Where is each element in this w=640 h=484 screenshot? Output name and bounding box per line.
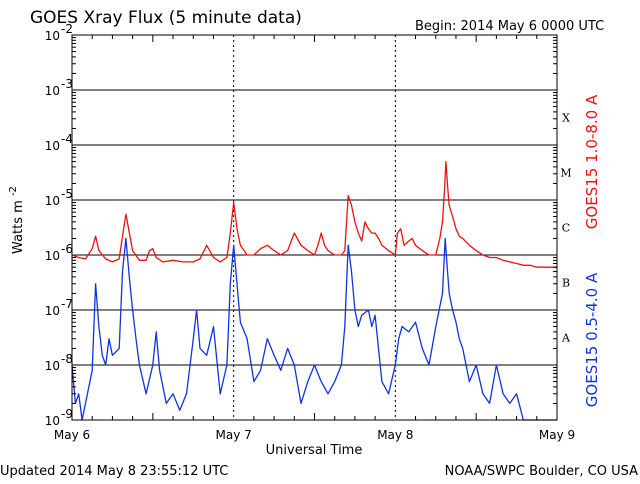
flare-class-label: X [562,112,570,125]
series-label: GOES15 1.0-8.0 A [583,94,601,229]
y-tick-exponent: -5 [61,187,73,201]
x-tick-label: May 7 [216,428,252,442]
x-tick-label: May 6 [54,428,90,442]
y-tick-exponent: -2 [61,22,73,36]
y-tick-label: 10 [45,359,60,373]
x-axis-label: Universal Time [266,443,363,458]
flare-class-label: A [561,332,571,345]
y-tick-label: 10 [45,249,60,263]
y-axis-title-base: Watts m [11,196,26,254]
y-axis-title: Watts m -2 [8,186,26,254]
chart-title: GOES Xray Flux (5 minute data) [30,8,302,28]
y-axis-label: Watts m -2 [8,186,26,254]
y-tick-label: 10 [45,139,60,153]
y-axis-title-exponent: -2 [8,186,19,196]
y-tick-exponent: -6 [61,242,73,256]
x-tick-label: May 9 [539,428,575,442]
y-tick-exponent: -7 [61,297,73,311]
flare-class-label: B [562,277,570,290]
y-tick-exponent: -4 [61,132,73,146]
flare-class-label: M [560,167,571,180]
y-tick-label: 10 [45,414,60,428]
y-tick-exponent: -8 [61,352,73,366]
series-line-short [71,237,557,421]
series-label: GOES15 0.5-4.0 A [583,272,601,407]
updated-timestamp: Updated 2014 May 8 23:55:12 UTC [0,464,228,479]
series-line-long [71,160,557,268]
x-tick-label: May 8 [377,428,413,442]
y-tick-label: 10 [45,84,60,98]
flare-class-label: C [562,222,570,235]
credit-text: NOAA/SWPC Boulder, CO USA [445,464,638,479]
series-lines [71,160,557,421]
y-tick-exponent: -9 [61,407,73,421]
begin-label: Begin: 2014 May 6 0000 UTC [415,19,604,34]
y-tick-label: 10 [45,29,60,43]
y-tick-exponent: -3 [61,77,73,91]
y-tick-label: 10 [45,194,60,208]
y-tick-label: 10 [45,304,60,318]
